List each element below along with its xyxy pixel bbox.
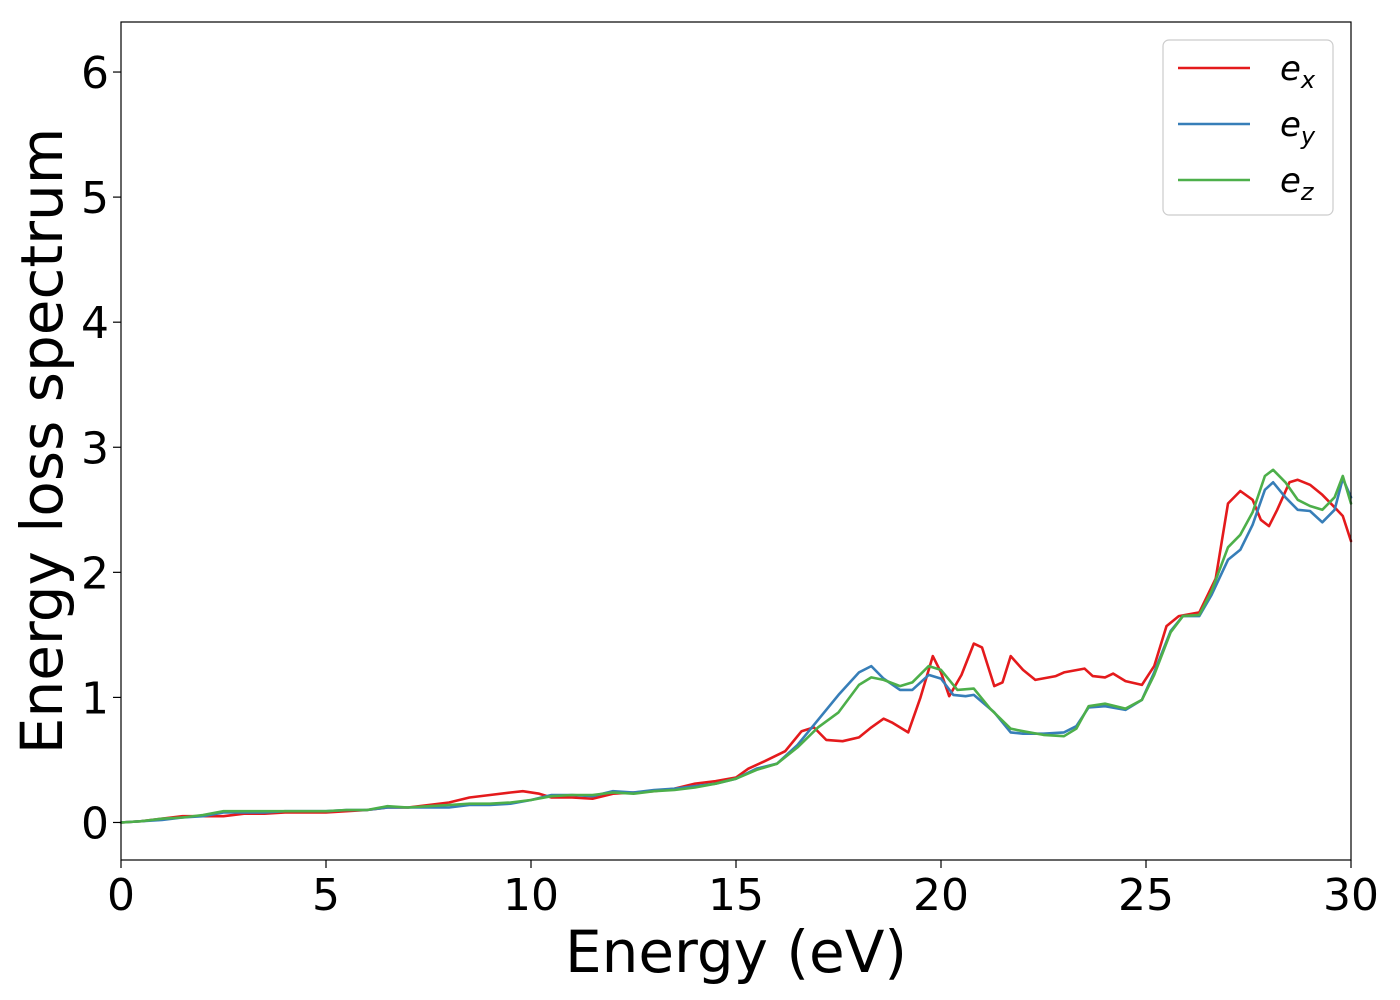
x-tick-label: 30 bbox=[1323, 870, 1379, 921]
x-tick-label: 25 bbox=[1118, 870, 1174, 921]
y-tick-label: 5 bbox=[81, 173, 109, 224]
series-line-e-y bbox=[119, 477, 1353, 824]
x-tick-label: 20 bbox=[913, 870, 969, 921]
x-tick-label: 5 bbox=[312, 870, 340, 921]
y-tick-label: 0 bbox=[81, 798, 109, 849]
legend-box bbox=[1162, 39, 1334, 216]
y-tick-label: 3 bbox=[81, 423, 109, 474]
x-tick-label: 0 bbox=[107, 870, 135, 921]
x-axis-label: Energy (eV) bbox=[565, 918, 907, 986]
y-tick-label: 2 bbox=[81, 548, 109, 599]
x-tick-label: 15 bbox=[708, 870, 764, 921]
series-lines bbox=[119, 468, 1353, 824]
x-tick-label: 10 bbox=[503, 870, 559, 921]
x-axis-ticks: 0 5 10 15 20 25 30 bbox=[107, 860, 1379, 921]
y-tick-label: 6 bbox=[81, 48, 109, 99]
series-line-e-x bbox=[119, 478, 1353, 824]
y-tick-label: 4 bbox=[81, 298, 109, 349]
y-axis-ticks: 0 1 2 3 4 5 6 bbox=[81, 48, 121, 849]
series-line-e-z bbox=[119, 468, 1353, 824]
y-tick-label: 1 bbox=[81, 673, 109, 724]
y-axis-label: Energy loss spectrum bbox=[8, 128, 76, 754]
